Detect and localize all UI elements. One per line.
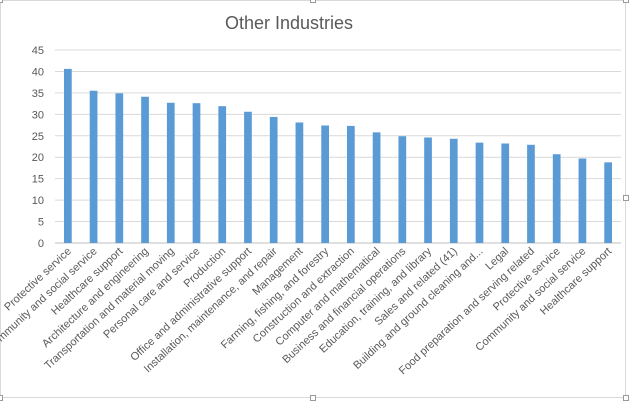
bar[interactable] — [141, 96, 149, 243]
resize-handle-top-right[interactable] — [623, 0, 629, 3]
resize-handle-bottom-center[interactable] — [310, 395, 316, 401]
bar[interactable] — [192, 103, 201, 243]
bar[interactable] — [449, 138, 458, 243]
bar[interactable] — [89, 90, 98, 243]
bar[interactable] — [398, 136, 407, 243]
y-tick-label: 0 — [38, 238, 44, 250]
y-tick-label: 15 — [32, 174, 44, 186]
bar[interactable] — [321, 125, 329, 243]
y-tick-label: 5 — [38, 217, 44, 229]
bar[interactable] — [347, 125, 355, 243]
bar[interactable] — [269, 116, 278, 243]
bar[interactable] — [475, 142, 484, 243]
bar[interactable] — [166, 102, 175, 244]
bar[interactable] — [115, 93, 124, 243]
bar-series — [64, 68, 612, 244]
y-tick-label: 35 — [32, 88, 44, 100]
resize-handle-bottom-right[interactable] — [623, 395, 629, 401]
y-tick-label: 25 — [32, 131, 44, 143]
y-tick-label: 40 — [32, 66, 44, 78]
bar[interactable] — [372, 132, 381, 243]
resize-handle-middle-right[interactable] — [623, 195, 629, 201]
y-tick-label: 30 — [32, 109, 44, 121]
y-tick-label: 10 — [32, 195, 44, 207]
resize-handle-bottom-left[interactable] — [0, 395, 3, 401]
bar[interactable] — [424, 137, 432, 243]
bar[interactable] — [527, 144, 535, 243]
bar[interactable] — [295, 122, 304, 243]
chart-title: Other Industries — [225, 13, 353, 33]
bar[interactable] — [64, 68, 72, 243]
y-tick-label: 45 — [32, 45, 44, 57]
bar[interactable] — [578, 158, 587, 243]
bar[interactable] — [244, 111, 252, 243]
y-axis: 0 5 10 15 20 25 30 35 40 45 — [32, 45, 44, 250]
bar[interactable] — [552, 154, 561, 243]
resize-handle-top-center[interactable] — [310, 0, 316, 3]
resize-handle-top-left[interactable] — [0, 0, 3, 3]
bar[interactable] — [218, 106, 227, 243]
y-tick-label: 20 — [32, 152, 44, 164]
chart-area[interactable] — [0, 0, 626, 398]
bar[interactable] — [604, 162, 612, 243]
gridlines — [55, 49, 621, 244]
bar[interactable] — [501, 143, 510, 243]
